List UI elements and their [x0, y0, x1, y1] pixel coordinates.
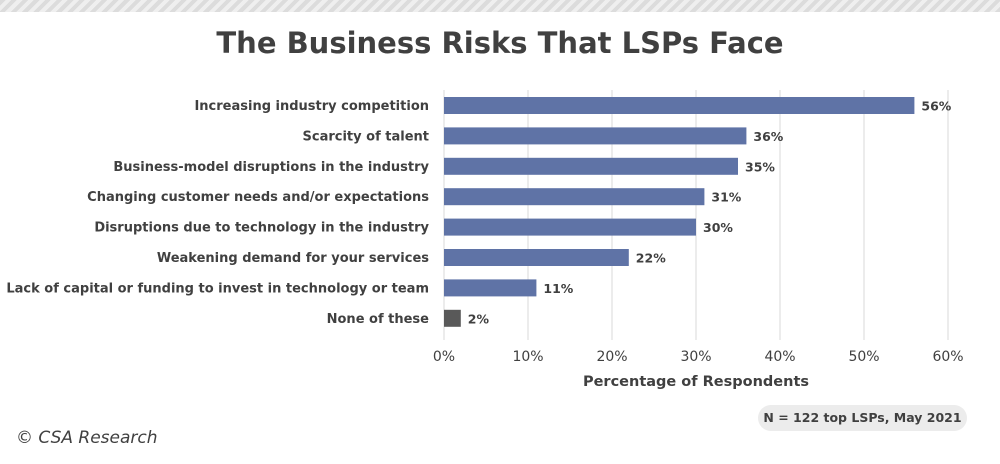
chart-title: The Business Risks That LSPs Face: [216, 26, 784, 60]
category-labels: Increasing industry competition Scarcity …: [6, 99, 429, 327]
x-tick-label: 30%: [680, 349, 711, 365]
bar: [444, 279, 537, 297]
bar: [444, 127, 747, 145]
bar: [444, 249, 629, 266]
bar: [444, 218, 696, 236]
data-label: 56%: [921, 99, 951, 114]
data-label: 36%: [753, 129, 783, 144]
x-tick-label: 10%: [512, 349, 543, 365]
header-stripe: [0, 0, 1000, 12]
category-label: Weakening demand for your services: [157, 251, 429, 266]
bar: [444, 97, 915, 114]
bars: 56% 36% 35% 31% 30% 22% 11% 2%: [444, 97, 952, 327]
data-label: 11%: [543, 281, 573, 296]
category-label: Increasing industry competition: [194, 99, 429, 114]
bar: [444, 188, 705, 206]
bar: [444, 157, 738, 175]
category-label: Disruptions due to technology in the ind…: [94, 221, 429, 236]
bar: [444, 309, 461, 327]
x-tick-label: 60%: [932, 349, 963, 365]
x-axis-ticks: 0% 10% 20% 30% 40% 50% 60%: [433, 349, 964, 365]
sample-note: N = 122 top LSPs, May 2021: [758, 405, 967, 431]
category-label: Changing customer needs and/or expectati…: [87, 190, 429, 205]
data-label: 22%: [636, 251, 666, 266]
x-tick-label: 0%: [433, 349, 455, 365]
data-label: 30%: [703, 220, 733, 235]
category-label: Lack of capital or funding to invest in …: [6, 281, 429, 296]
data-label: 35%: [745, 159, 775, 174]
data-label: 31%: [711, 190, 741, 205]
x-axis-title: Percentage of Respondents: [583, 374, 809, 390]
x-tick-label: 40%: [764, 349, 795, 365]
copyright: © CSA Research: [16, 428, 158, 448]
x-tick-label: 20%: [596, 349, 627, 365]
gridlines: [443, 90, 949, 340]
category-label: None of these: [327, 312, 430, 327]
category-label: Scarcity of talent: [303, 129, 429, 144]
x-tick-label: 50%: [848, 349, 879, 365]
data-label: 2%: [468, 311, 490, 326]
category-label: Business-model disruptions in the indust…: [113, 160, 429, 175]
